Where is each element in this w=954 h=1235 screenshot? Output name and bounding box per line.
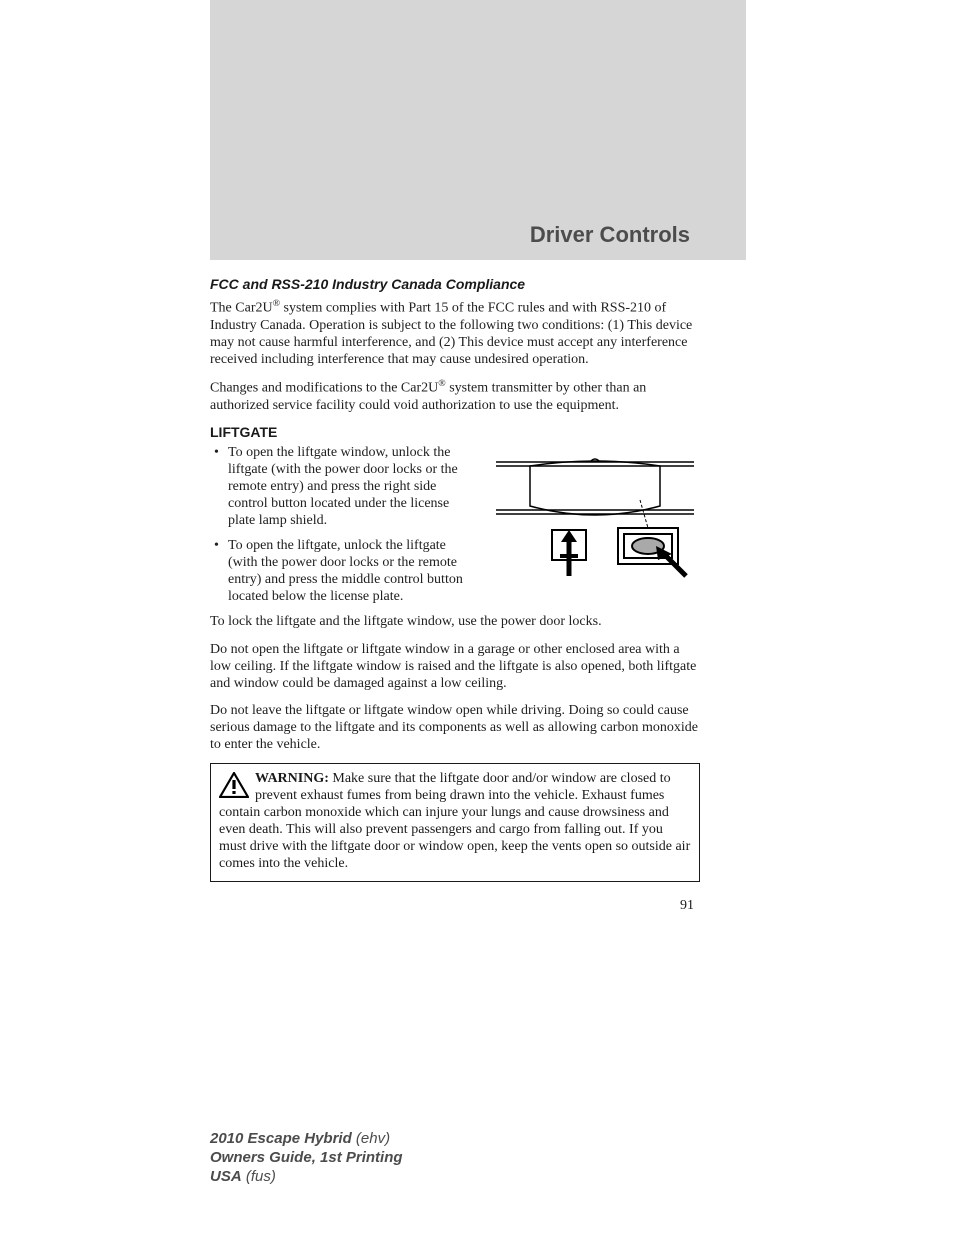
liftgate-diagram-icon	[490, 444, 700, 584]
footer-model-code: (ehv)	[352, 1130, 390, 1147]
text: system complies with Part 15 of the FCC …	[210, 301, 692, 367]
footer-line-2: Owners Guide, 1st Printing	[210, 1149, 700, 1168]
content-area: Driver Controls FCC and RSS-210 Industry…	[210, 222, 700, 914]
header-gray-band	[210, 0, 746, 260]
chapter-title: Driver Controls	[210, 222, 700, 248]
text: Changes and modifications to the Car2U	[210, 381, 438, 396]
footer-model: 2010 Escape Hybrid	[210, 1130, 352, 1147]
liftgate-two-column: To open the liftgate window, unlock the …	[210, 444, 700, 614]
warning-box: WARNING: Make sure that the liftgate doo…	[210, 763, 700, 881]
list-item: To open the liftgate window, unlock the …	[210, 444, 476, 529]
registered-mark: ®	[438, 378, 445, 389]
fcc-paragraph-2: Changes and modifications to the Car2U® …	[210, 378, 700, 414]
fcc-paragraph-1: The Car2U® system complies with Part 15 …	[210, 298, 700, 368]
liftgate-lock-paragraph: To lock the liftgate and the liftgate wi…	[210, 613, 700, 630]
warning-label: WARNING:	[255, 771, 329, 786]
liftgate-bullet-list: To open the liftgate window, unlock the …	[210, 444, 476, 606]
text: Make sure that the liftgate door and/or …	[219, 771, 690, 871]
fcc-heading: FCC and RSS-210 Industry Canada Complian…	[210, 276, 700, 292]
liftgate-figure	[490, 444, 700, 589]
footer: 2010 Escape Hybrid (ehv) Owners Guide, 1…	[210, 1130, 700, 1186]
footer-region-code: (fus)	[242, 1168, 276, 1185]
page-number: 91	[210, 898, 700, 914]
liftgate-garage-paragraph: Do not open the liftgate or liftgate win…	[210, 641, 700, 692]
liftgate-bullets-column: To open the liftgate window, unlock the …	[210, 444, 476, 614]
registered-mark: ®	[273, 298, 280, 309]
warning-text: WARNING: Make sure that the liftgate doo…	[219, 770, 691, 872]
footer-line-3: USA (fus)	[210, 1168, 700, 1187]
warning-triangle-icon	[219, 772, 249, 798]
footer-region: USA	[210, 1168, 242, 1185]
page: Driver Controls FCC and RSS-210 Industry…	[0, 0, 954, 1235]
text: The Car2U	[210, 301, 273, 316]
list-item: To open the liftgate, unlock the liftgat…	[210, 537, 476, 605]
liftgate-driving-paragraph: Do not leave the liftgate or liftgate wi…	[210, 702, 700, 753]
footer-line-1: 2010 Escape Hybrid (ehv)	[210, 1130, 700, 1149]
liftgate-heading: LIFTGATE	[210, 424, 700, 440]
